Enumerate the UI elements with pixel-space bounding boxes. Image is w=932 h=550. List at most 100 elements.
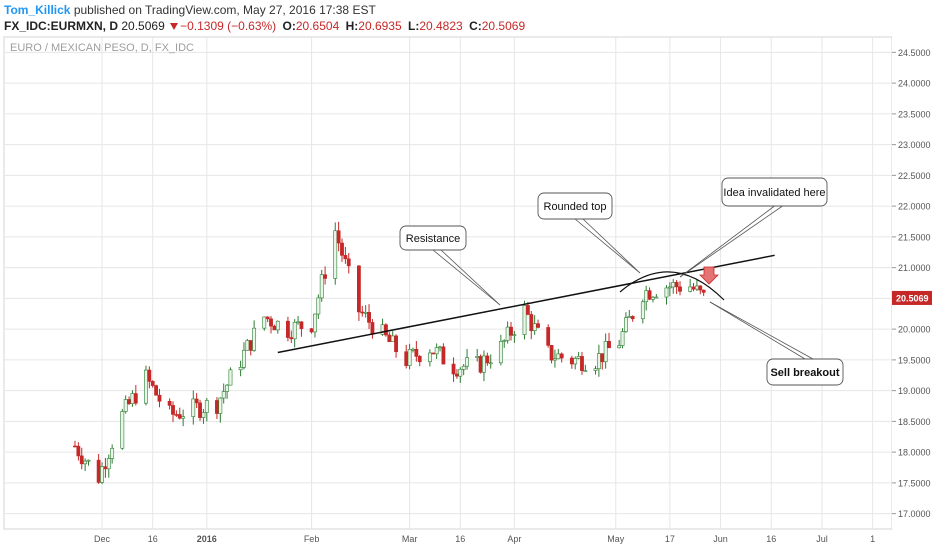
candle-body (667, 286, 672, 289)
high-label: H: (345, 19, 359, 33)
candle-body (617, 345, 622, 349)
candle-body (174, 414, 179, 416)
callout-pointer (679, 205, 783, 278)
candle-body (221, 391, 226, 399)
drawings[interactable]: Resistance Rounded top Idea invalidated he… (277, 177, 844, 386)
callout-box[interactable] (766, 358, 844, 386)
price-tick-label: 20.0000 (898, 325, 931, 335)
candle-body (313, 313, 317, 333)
callout-pointer (432, 249, 501, 306)
callout-box[interactable] (721, 177, 828, 207)
candle-body (154, 385, 159, 396)
candle-body (272, 325, 277, 331)
candle-body (127, 399, 131, 404)
callout-text: Sell breakout (770, 367, 839, 379)
price-tick-label: 24.0000 (898, 79, 931, 89)
candle-body (569, 357, 574, 365)
price-axis[interactable]: 17.0000 17.5000 18.0000 18.5000 19.0000 19.50… (892, 37, 932, 529)
published-text: published on TradingView.com, May 27, 20… (73, 3, 376, 17)
candle-body (664, 287, 669, 298)
candle-body (596, 353, 601, 370)
candle-body (225, 384, 229, 392)
candle-body (674, 282, 679, 288)
price-tick-label: 23.5000 (898, 109, 931, 119)
candle-body (600, 353, 605, 363)
candle-body (525, 305, 530, 315)
price-tick-label: 21.0000 (898, 263, 931, 273)
candle-body (532, 323, 537, 331)
last-price-badge (892, 290, 932, 305)
last-price-label: 20.5069 (896, 293, 929, 303)
candle-body (573, 358, 578, 365)
candle-body (502, 340, 507, 342)
callout-box[interactable] (399, 225, 467, 251)
candle-body (630, 316, 635, 320)
candle-body (455, 373, 459, 377)
candle-body (427, 352, 432, 363)
close-value: 20.5069 (481, 19, 526, 33)
candle-body (228, 369, 233, 386)
candle-body (367, 312, 371, 323)
resistance-trendline[interactable] (277, 254, 775, 354)
price-tick-label: 19.0000 (898, 386, 931, 396)
grid (4, 37, 892, 529)
candle-body (411, 348, 415, 351)
candle-body (275, 320, 280, 331)
candle-body (289, 337, 294, 340)
candle-body (384, 324, 388, 336)
candle-body (651, 296, 655, 300)
price-tick-label: 17.5000 (898, 478, 931, 488)
candle-body (678, 286, 682, 292)
candle-body (73, 445, 77, 448)
rounded-top-arc[interactable] (619, 271, 725, 301)
candle-body (167, 400, 172, 406)
ohlc-line: FX_IDC:EURMXN, D 20.5069 −0.1309 (−0.63%… (4, 19, 525, 33)
candle-body (204, 400, 209, 413)
candle-body (198, 402, 202, 418)
time-tick-label: May (607, 534, 625, 544)
candle-body (218, 397, 223, 414)
symbol-label[interactable]: FX_IDC:EURMXN, D (4, 19, 119, 33)
author-link[interactable]: Tom_Killick (4, 3, 71, 17)
candle-body (346, 258, 351, 267)
callout-pointer (709, 301, 806, 360)
time-tick-label: 17 (665, 534, 675, 544)
time-axis[interactable]: Dec 16 2016 Feb Mar 16 Apr May 17 Jun 16 Jul 1 (94, 534, 875, 544)
candle-body (123, 399, 128, 412)
time-tick-label: 16 (455, 534, 465, 544)
candle-body (522, 305, 527, 335)
candle-body (431, 352, 436, 355)
candle-body (694, 285, 699, 290)
candle-body (451, 363, 456, 375)
candle-body (181, 416, 186, 419)
close-label: C: (469, 19, 482, 33)
candle-body (319, 274, 324, 299)
callout-box[interactable] (537, 192, 613, 220)
time-tick-label: Apr (507, 534, 521, 544)
sell-arrow-icon[interactable] (699, 266, 719, 285)
candle-body (150, 381, 155, 386)
time-tick-label: Mar (402, 534, 418, 544)
open-label: O: (282, 19, 296, 33)
publisher-line: Tom_Killick published on TradingView.com… (4, 3, 376, 17)
candle-body (498, 341, 503, 364)
candle-body (76, 445, 81, 457)
candle-body (96, 459, 101, 483)
candle-body (482, 355, 486, 373)
candle-body (627, 316, 632, 319)
candle-body (488, 362, 493, 365)
candle-body (461, 365, 466, 370)
candle-body (640, 301, 645, 320)
candle-body (556, 353, 561, 360)
candle-body (296, 321, 300, 324)
low-label: L: (408, 19, 420, 33)
candle-body (100, 466, 104, 483)
callout-text: Rounded top (544, 201, 607, 213)
price-axis-bg[interactable] (892, 37, 932, 529)
candle-body (171, 405, 175, 415)
callout-pointer (582, 218, 641, 274)
plot-area[interactable] (3, 36, 893, 530)
last-price: 20.5069 (121, 19, 165, 33)
candle-body (238, 367, 243, 371)
